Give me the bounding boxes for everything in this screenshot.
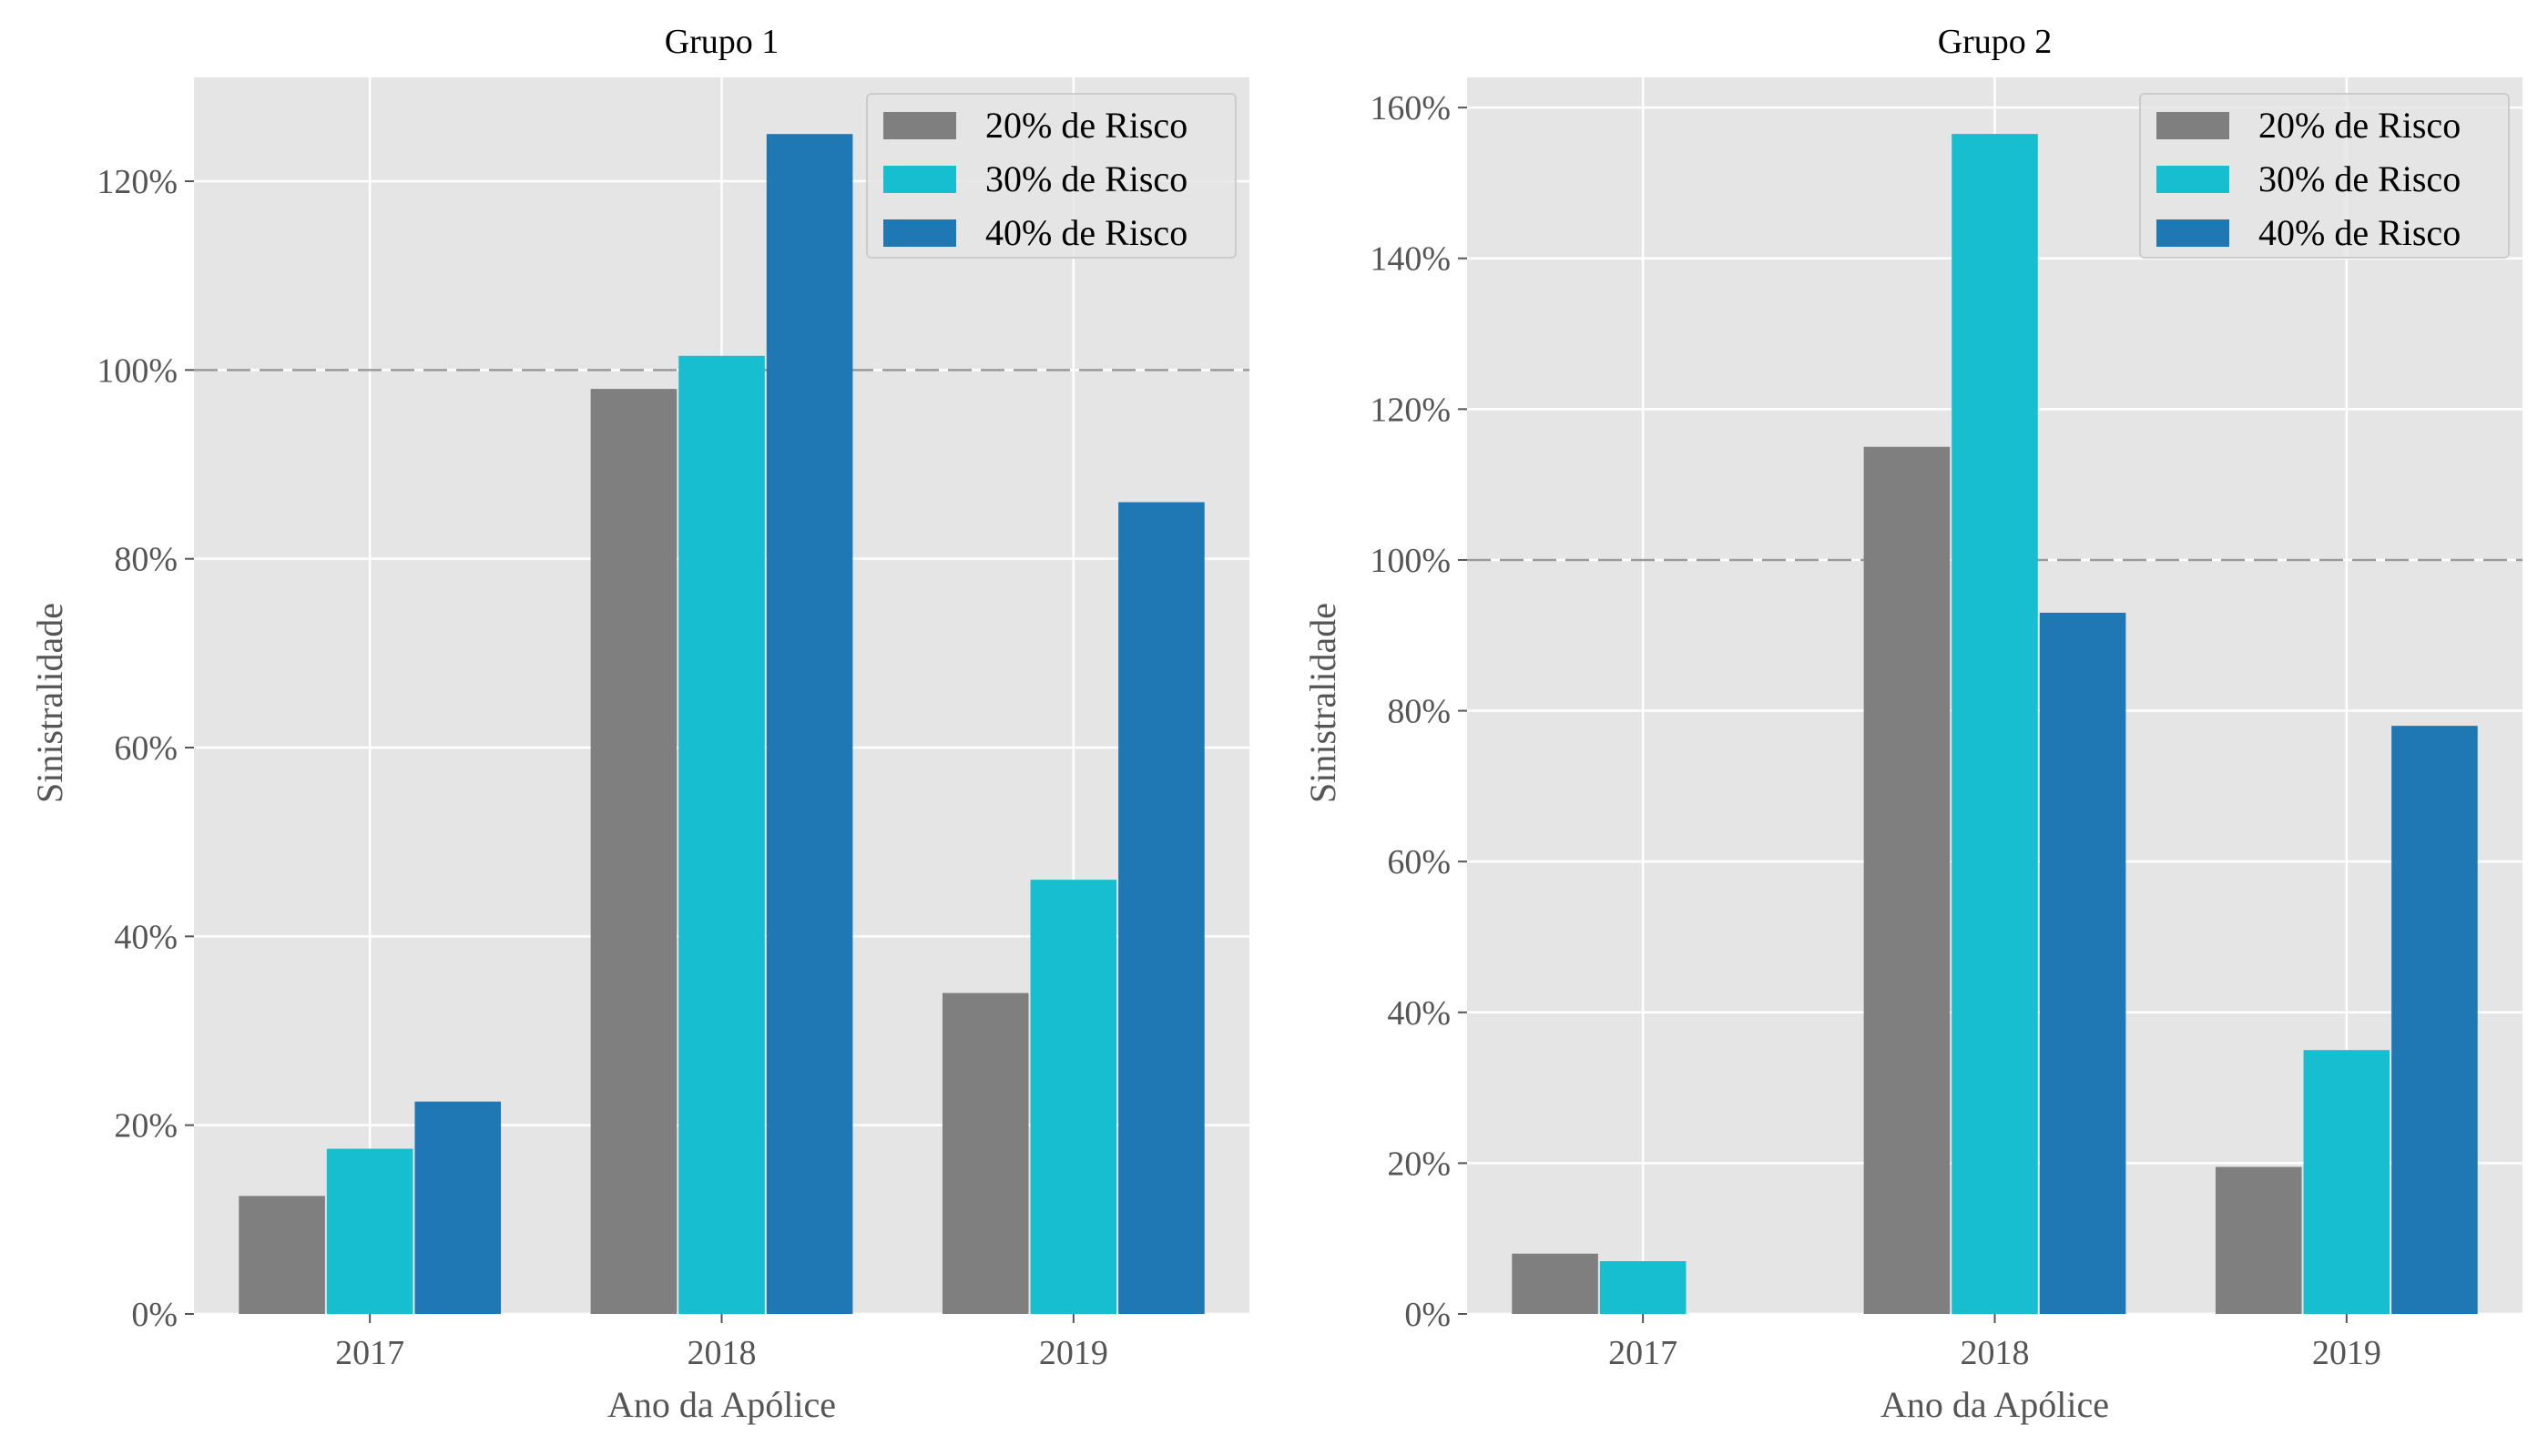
legend-swatch-20-de-risco (2156, 112, 2229, 139)
x-tick-label: 2019 (2312, 1334, 2381, 1372)
bar-40-de-risco-2019 (1118, 502, 1205, 1314)
x-axis-label: Ano da Apólice (1880, 1384, 2109, 1425)
bar-30-de-risco-2018 (1952, 134, 2038, 1315)
y-tick-label: 20% (1387, 1145, 1451, 1183)
bar-40-de-risco-2019 (2391, 726, 2478, 1314)
legend-label: 30% de Risco (2258, 158, 2461, 199)
x-axis-label: Ano da Apólice (607, 1384, 836, 1425)
bar-40-de-risco-2018 (2039, 612, 2126, 1314)
y-tick-label: 60% (114, 729, 178, 768)
bar-20-de-risco-2019 (942, 993, 1029, 1314)
chart-title: Grupo 1 (665, 23, 780, 61)
bar-30-de-risco-2019 (2303, 1050, 2390, 1314)
legend-label: 40% de Risco (985, 212, 1187, 253)
legend-box (866, 93, 1237, 259)
bar-30-de-risco-2017 (1599, 1261, 1687, 1314)
y-tick-label: 80% (1387, 693, 1451, 731)
bar-20-de-risco-2017 (1512, 1253, 1598, 1314)
bar-20-de-risco-2018 (1863, 446, 1951, 1314)
legend-box (2139, 93, 2510, 259)
chart-title: Grupo 2 (1938, 23, 2053, 61)
bar-20-de-risco-2019 (2215, 1166, 2302, 1314)
y-tick-label: 20% (114, 1107, 178, 1145)
y-tick-label: 120% (1370, 391, 1451, 429)
legend-swatch-40-de-risco (2156, 219, 2229, 247)
bar-30-de-risco-2019 (1030, 880, 1117, 1314)
legend-swatch-20-de-risco (883, 112, 956, 139)
legend-swatch-30-de-risco (883, 166, 956, 193)
x-tick-label: 2017 (1608, 1334, 1677, 1372)
x-tick-label: 2017 (335, 1334, 404, 1372)
y-tick-label: 160% (1370, 89, 1451, 127)
legend-label: 20% de Risco (2258, 105, 2461, 146)
y-tick-label: 0% (1404, 1296, 1451, 1334)
legend-label: 30% de Risco (985, 158, 1187, 199)
bar-40-de-risco-2018 (766, 134, 853, 1314)
legend: 20% de Risco 30% de Risco 40% de Risco (866, 93, 1237, 259)
y-axis-label: Sinistralidade (29, 603, 70, 803)
legend: 20% de Risco 30% de Risco 40% de Risco (2139, 93, 2510, 259)
y-tick-label: 0% (131, 1296, 178, 1334)
chart-panel-2: 0% 20% 40% 60% 80% 100% 120% 140% 160% 2017 2018 20… (1302, 23, 2523, 1425)
legend-label: 20% de Risco (985, 105, 1187, 146)
y-tick-label: 100% (1370, 542, 1451, 580)
legend-swatch-40-de-risco (883, 219, 956, 247)
y-tick-label: 60% (1387, 843, 1451, 881)
bar-20-de-risco-2018 (590, 389, 678, 1314)
x-tick-label: 2018 (688, 1334, 757, 1372)
y-tick-label: 80% (114, 541, 178, 579)
y-tick-label: 40% (1387, 994, 1451, 1033)
bar-40-de-risco-2017 (414, 1101, 502, 1314)
legend-label: 40% de Risco (2258, 212, 2461, 253)
bar-20-de-risco-2017 (239, 1196, 325, 1314)
y-tick-label: 120% (97, 163, 178, 201)
bar-30-de-risco-2017 (326, 1148, 413, 1314)
legend-swatch-30-de-risco (2156, 166, 2229, 193)
x-tick-label: 2018 (1961, 1334, 2030, 1372)
y-axis-label: Sinistralidade (1302, 603, 1343, 803)
y-tick-label: 100% (97, 351, 178, 390)
y-tick-label: 40% (114, 918, 178, 956)
chart-panel-1: 0% 20% 40% 60% 80% 100% 120% 2017 2018 2019 Grupo … (29, 23, 1249, 1425)
bar-30-de-risco-2018 (678, 355, 765, 1314)
y-tick-label: 140% (1370, 240, 1451, 279)
x-tick-label: 2019 (1039, 1334, 1108, 1372)
